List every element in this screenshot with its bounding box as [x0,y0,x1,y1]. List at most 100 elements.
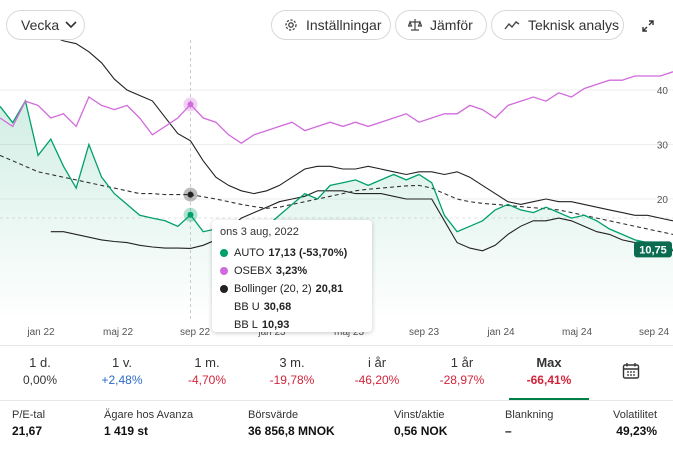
series-line-osebx [0,71,673,144]
period-1w[interactable]: 1 v. +2,48% [85,346,159,401]
tooltip-bbu-name: BB U [234,301,260,313]
period-value: -28,97% [439,373,485,387]
tooltip-bollinger-value: 20,81 [315,283,344,295]
tooltip-row-auto: AUTO 17,13 (-53,70%) [220,244,364,262]
stat-label: P/E-tal [12,409,46,421]
stat-label: Blankning [505,409,554,421]
tooltip-bbu-value: 30,68 [263,301,292,313]
technical-analysis-button[interactable]: Teknisk analys [491,10,624,40]
stat-label: Ägare hos Avanza [104,409,194,421]
x-tick-label: jan 23 [257,327,286,338]
auto-dot-icon [220,249,228,257]
x-tick-label: sep 23 [409,327,439,338]
stat-value: 49,23% [616,424,657,438]
series-line-bb-lower [50,190,673,252]
tooltip-row-osebx: OSEBX 3,23% [220,262,364,280]
stat-eps: Vinst/aktie 0,56 NOK [394,409,447,438]
stat-value: 21,67 [12,424,43,438]
period-label: 1 d. [29,355,51,370]
y-tick-label: 20 [657,195,669,206]
period-1d[interactable]: 1 d. 0,00% [3,346,77,401]
series-line-bb-upper [59,40,673,222]
period-value: -46,20% [354,373,400,387]
period-label: 1 m. [194,355,220,370]
stat-value: 1 419 st [104,424,149,438]
bollinger-hover-point [187,191,194,198]
stat-pe: P/E-tal 21,67 [12,409,45,438]
settings-button[interactable]: Inställningar [271,10,391,40]
stat-value: 36 856,8 MNOK [248,424,335,438]
x-tick-label: jan 22 [26,327,55,338]
stat-short: Blankning – [505,409,553,438]
chart-toolbar: Vecka Inställningar Jämför Teknisk analy… [0,0,673,50]
tooltip-osebx-value: 3,23% [275,265,308,277]
last-value-badge [634,241,672,258]
expand-icon[interactable] [636,14,660,38]
tooltip-auto-value: 17,13 (-53,70%) [268,247,348,259]
gear-icon [284,18,298,32]
period-1m[interactable]: 1 m. -4,70% [170,346,244,401]
x-tick-label: jan 24 [486,327,515,338]
tooltip-bollinger-name: Bollinger (20, 2) [234,283,312,295]
compare-label: Jämför [430,17,473,33]
period-label: Max [536,355,562,370]
stat-value: – [505,424,512,438]
auto-hover-point [187,211,194,218]
tooltip-row-bb-lower: BB L 10,93 [220,316,364,334]
period-value: -4,70% [187,373,227,387]
x-tick-label: sep 22 [180,327,210,338]
trend-line-icon [504,19,520,31]
chart-tooltip: ons 3 aug, 2022 AUTO 17,13 (-53,70%) OSE… [212,220,372,332]
settings-label: Inställningar [306,17,382,33]
period-dropdown[interactable]: Vecka [6,10,85,40]
stat-value: 0,56 NOK [394,424,448,438]
period-value: 0,00% [22,373,58,387]
series-line-bollinger [0,154,673,235]
x-tick-label: maj 24 [562,327,592,338]
series-line-auto [0,99,673,251]
stat-label: Volatilitet [612,409,657,421]
osebx-dot-icon [220,267,228,275]
price-chart[interactable]: 20 30 40 jan 22 maj 22 sep 22 jan 23 maj 23 sep … [0,40,673,345]
y-tick-label: 40 [657,86,669,97]
key-stats: P/E-tal 21,67 Ägare hos Avanza 1 419 st … [0,400,673,450]
tooltip-auto-name: AUTO [234,247,265,259]
period-label: 3 m. [279,355,305,370]
x-tick-label: maj 22 [103,327,133,338]
tooltip-row-bollinger: Bollinger (20, 2) 20,81 [220,280,364,298]
scale-icon [408,18,422,32]
period-ytd[interactable]: i år -46,20% [340,346,414,401]
compare-button[interactable]: Jämför [395,10,487,40]
period-3m[interactable]: 3 m. -19,78% [255,346,329,401]
technical-analysis-label: Teknisk analys [528,17,620,33]
period-returns: 1 d. 0,00% 1 v. +2,48% 1 m. -4,70% 3 m. … [0,345,673,401]
stat-label: Vinst/aktie [394,409,445,421]
tooltip-row-bb-upper: BB U 30,68 [220,298,364,316]
last-value-text: 10,75 [639,244,667,256]
period-value: -66,41% [526,373,572,387]
period-value: +2,48% [101,373,143,387]
tooltip-bbl-name: BB L [234,319,258,331]
period-value: -19,78% [269,373,315,387]
tooltip-bbl-value: 10,93 [261,319,290,331]
period-label: i år [367,355,387,370]
period-label: 1 år [450,355,474,370]
stat-owners: Ägare hos Avanza 1 419 st [104,409,193,438]
auto-area [0,100,673,321]
period-label: 1 v. [112,355,132,370]
y-tick-label: 30 [657,141,669,152]
x-tick-label: maj 23 [334,327,364,338]
period-dropdown-label: Vecka [21,17,60,33]
stat-volatility: Volatilitet 49,23% [613,409,657,438]
period-1y[interactable]: 1 år -28,97% [425,346,499,401]
tooltip-osebx-name: OSEBX [234,265,272,277]
chevron-down-icon [65,21,77,29]
tooltip-date: ons 3 aug, 2022 [220,226,299,238]
bollinger-dot-icon [220,285,228,293]
stat-market-cap: Börsvärde 36 856,8 MNOK [248,409,335,438]
stat-label: Börsvärde [248,409,299,421]
calendar-icon[interactable] [617,357,645,385]
period-max[interactable]: Max -66,41% [509,346,589,401]
x-tick-label: sep 24 [639,327,669,338]
osebx-hover-point [187,101,194,108]
